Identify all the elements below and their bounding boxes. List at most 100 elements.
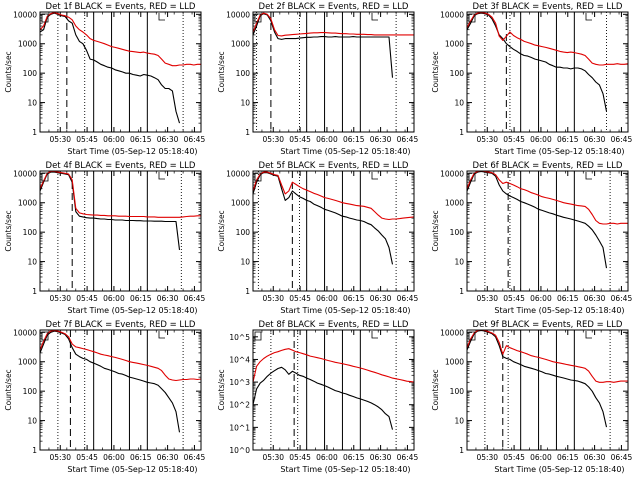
x-tick-label: 06:15: [130, 453, 152, 462]
y-tick-label: 10: [454, 258, 464, 267]
x-tick-label: 06:15: [557, 135, 579, 144]
y-tick-label: 100: [450, 228, 465, 237]
x-tick-label: 05:45: [76, 294, 98, 303]
x-axis-label: Start Time (05-Sep-12 05:18:40): [494, 147, 624, 156]
plot-frame: [39, 170, 202, 292]
x-tick-label: 05:30: [49, 453, 71, 462]
x-tick-label: 06:45: [611, 294, 633, 303]
plot-frame: [252, 170, 415, 292]
y-tick-label: 1: [32, 287, 37, 296]
lld-series-line: [466, 170, 628, 225]
y-axis-label: Counts/sec: [4, 51, 13, 92]
y-tick-label: 10^2: [229, 401, 250, 410]
x-tick-label: 06:30: [584, 453, 606, 462]
y-tick-label: 1000: [231, 199, 250, 208]
x-tick-label: 06:00: [316, 135, 338, 144]
y-tick-label: 1000: [18, 358, 37, 367]
x-tick-label: 06:15: [130, 294, 152, 303]
corner-mark-left: [468, 172, 476, 182]
y-tick-label: 1: [32, 128, 37, 137]
y-tick-label: 1: [459, 287, 464, 296]
x-tick-label: 05:30: [262, 453, 284, 462]
y-tick-label: 1: [245, 287, 250, 296]
x-tick-label: 06:45: [397, 294, 419, 303]
events-series-line: [252, 13, 394, 78]
y-axis-label: Counts/sec: [431, 51, 440, 92]
lld-series-line: [252, 171, 415, 221]
y-tick-label: 100: [236, 228, 251, 237]
plot-frame: [466, 170, 629, 292]
events-series-line: [39, 171, 181, 250]
x-tick-label: 05:30: [262, 294, 284, 303]
y-tick-label: 10000: [13, 10, 37, 19]
x-tick-label: 06:00: [103, 135, 125, 144]
x-axis-label: Start Time (05-Sep-12 05:18:40): [280, 147, 410, 156]
corner-mark-right: [371, 331, 378, 339]
detector-panel: Det 5f BLACK = Events, RED = LLD Counts/s…: [217, 161, 418, 315]
x-tick-label: 06:45: [611, 453, 633, 462]
y-tick-label: 100: [23, 228, 38, 237]
plot-frame: [252, 11, 415, 133]
x-tick-label: 06:45: [397, 453, 419, 462]
lld-series-line: [39, 11, 201, 67]
x-tick-label: 06:30: [157, 453, 179, 462]
y-tick-label: 10000: [13, 169, 37, 178]
x-tick-label: 05:45: [503, 135, 525, 144]
events-series-line: [252, 366, 394, 430]
lld-series-line: [252, 348, 415, 383]
x-axis-label: Start Time (05-Sep-12 05:18:40): [494, 465, 624, 474]
y-tick-label: 100: [450, 387, 465, 396]
corner-mark-right: [158, 13, 165, 21]
panel-title: Det 5f BLACK = Events, RED = LLD: [259, 161, 409, 171]
detector-panel: Det 8f BLACK = Events, RED = LLD Counts/s…: [217, 320, 418, 474]
events-series-line: [466, 329, 608, 428]
y-tick-label: 1: [245, 128, 250, 137]
detector-panel: Det 7f BLACK = Events, RED = LLD Counts/s…: [4, 320, 205, 474]
panel-title: Det 9f BLACK = Events, RED = LLD: [473, 320, 623, 330]
x-tick-label: 05:30: [476, 453, 498, 462]
y-tick-label: 10^0: [229, 446, 250, 455]
y-axis-label: Counts/sec: [431, 369, 440, 410]
lld-series-line: [39, 170, 201, 218]
events-series-line: [252, 172, 394, 265]
x-axis-label: Start Time (05-Sep-12 05:18:40): [67, 147, 197, 156]
corner-mark-left: [41, 172, 49, 182]
y-tick-label: 100: [23, 69, 38, 78]
detector-panel: Det 2f BLACK = Events, RED = LLD Counts/s…: [217, 2, 418, 156]
detector-panel: Det 9f BLACK = Events, RED = LLD Counts/s…: [431, 320, 632, 474]
x-tick-label: 06:45: [397, 135, 419, 144]
detector-panel: Det 4f BLACK = Events, RED = LLD Counts/s…: [4, 161, 205, 315]
plot-frame: [39, 329, 202, 451]
y-tick-label: 100: [23, 387, 38, 396]
x-tick-label: 05:30: [49, 135, 71, 144]
y-tick-label: 10: [240, 258, 250, 267]
events-series-line: [466, 170, 608, 269]
y-axis-label: Counts/sec: [431, 210, 440, 251]
x-tick-label: 06:00: [530, 294, 552, 303]
y-tick-label: 100: [236, 69, 251, 78]
detector-panel: Det 6f BLACK = Events, RED = LLD Counts/s…: [431, 161, 632, 315]
corner-mark-left: [254, 172, 262, 182]
corner-mark-left: [254, 13, 262, 23]
y-tick-label: 10: [27, 417, 37, 426]
x-tick-label: 06:00: [530, 135, 552, 144]
y-tick-label: 1: [32, 446, 37, 455]
corner-mark-right: [158, 172, 165, 180]
plot-frame: [466, 11, 629, 133]
panel-title: Det 2f BLACK = Events, RED = LLD: [259, 2, 409, 12]
panel-title: Det 1f BLACK = Events, RED = LLD: [46, 2, 196, 12]
lld-series-line: [466, 11, 629, 66]
y-tick-label: 1000: [231, 40, 250, 49]
x-axis-label: Start Time (05-Sep-12 05:18:40): [67, 306, 197, 315]
y-tick-label: 1000: [445, 199, 464, 208]
x-tick-label: 05:45: [76, 453, 98, 462]
panel-title: Det 7f BLACK = Events, RED = LLD: [46, 320, 196, 330]
x-tick-label: 05:45: [503, 453, 525, 462]
y-tick-label: 1000: [18, 40, 37, 49]
x-tick-label: 05:30: [476, 294, 498, 303]
y-tick-label: 100: [450, 69, 465, 78]
corner-mark-right: [158, 331, 165, 339]
x-tick-label: 05:30: [49, 294, 71, 303]
y-tick-label: 10^5: [229, 333, 250, 342]
corner-mark-right: [585, 13, 592, 21]
